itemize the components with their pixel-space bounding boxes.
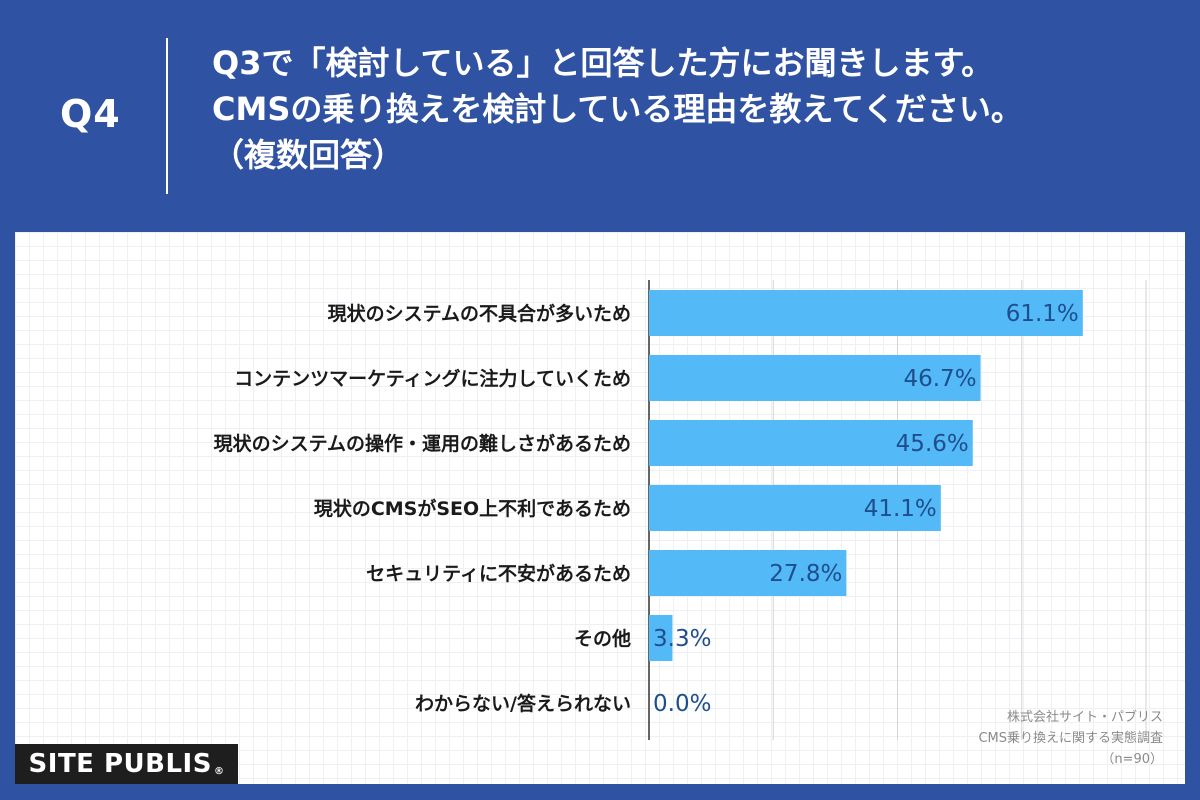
chart-panel: 現状のシステムの不具合が多いため 61.1% コンテンツマーケティングに注力していく…	[15, 232, 1185, 784]
site-publis-logo: SITE PUBLIS ®	[15, 744, 238, 784]
question-text: Q3で「検討している」と回答した方にお聞きします。 CMSの乗り換えを検討してい…	[212, 40, 1172, 178]
value-label-6: 3.3%	[653, 626, 711, 652]
value-label-1: 61.1%	[1006, 301, 1079, 327]
category-label-5: セキュリティに不安があるため	[366, 562, 631, 585]
value-label-2: 46.7%	[903, 366, 976, 392]
bar-3	[649, 420, 973, 466]
header-divider	[166, 38, 168, 194]
bar-2	[649, 355, 981, 401]
value-label-3: 45.6%	[896, 431, 969, 457]
logo-text: SITE PUBLIS	[28, 749, 212, 779]
registered-mark: ®	[213, 766, 225, 777]
question-number: Q4	[60, 92, 121, 136]
source-sample-size: （n=90）	[1101, 752, 1163, 767]
value-label-7: 0.0%	[653, 691, 711, 717]
question-line-1: Q3で「検討している」と回答した方にお聞きします。	[212, 44, 994, 82]
category-label-4: 現状のCMSがSEO上不利であるため	[314, 497, 631, 520]
question-line-3: （複数回答）	[212, 136, 405, 174]
source-survey: CMS乗り換えに関する実態調査	[978, 731, 1163, 746]
source-company: 株式会社サイト・パブリス	[1006, 710, 1163, 725]
value-label-5: 27.8%	[769, 561, 842, 587]
bar-6	[649, 615, 673, 661]
category-label-2: コンテンツマーケティングに注力していくため	[234, 367, 631, 390]
value-label-4: 41.1%	[864, 496, 937, 522]
bar-5	[649, 550, 847, 596]
header: Q4 Q3で「検討している」と回答した方にお聞きします。 CMSの乗り換えを検討…	[0, 0, 1200, 232]
category-label-6: その他	[574, 627, 631, 650]
category-label-3: 現状のシステムの操作・運用の難しさがあるため	[214, 432, 631, 455]
category-label-1: 現状のシステムの不具合が多いため	[328, 302, 631, 325]
question-line-2: CMSの乗り換えを検討している理由を教えてください。	[212, 90, 1023, 128]
category-label-7: わからない/答えられない	[415, 692, 631, 715]
bar-4	[649, 485, 941, 531]
source-note: 株式会社サイト・パブリス CMS乗り換えに関する実態調査 （n=90）	[978, 707, 1163, 770]
bar-1	[649, 290, 1083, 336]
bar-chart: 現状のシステムの不具合が多いため 61.1% コンテンツマーケティングに注力していく…	[214, 280, 1147, 740]
